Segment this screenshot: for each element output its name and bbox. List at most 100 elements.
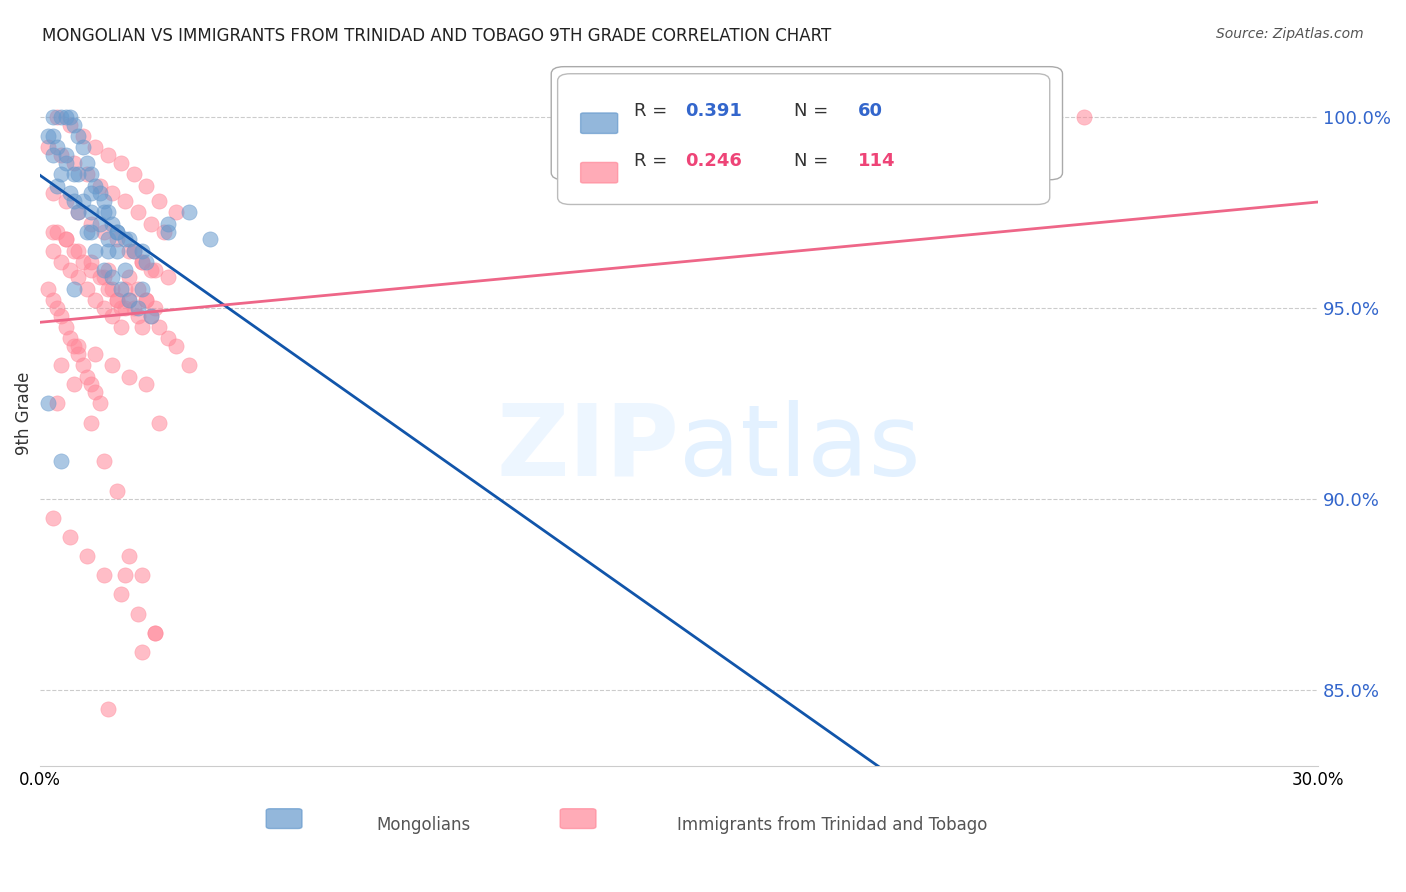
Point [59,331,82,345]
Point [93,225,115,239]
Point [114,232,136,246]
Point [46,110,69,124]
Point [46,178,69,193]
Point [122,244,145,258]
FancyBboxPatch shape [266,809,302,829]
Point [114,194,136,208]
Point [143,625,166,640]
Point [114,301,136,315]
Point [105,225,128,239]
Point [101,282,124,296]
Point [148,416,170,430]
Point [59,110,82,124]
Point [122,244,145,258]
Point [152,225,174,239]
Point [118,270,141,285]
Point [80,186,103,201]
Point [51,255,73,269]
Point [76,282,98,296]
Point [131,244,153,258]
Point [139,309,162,323]
Point [93,262,115,277]
Point [46,396,69,410]
Point [72,255,94,269]
Point [97,148,120,162]
Point [51,358,73,372]
Point [131,645,153,659]
FancyBboxPatch shape [558,74,1050,204]
Point [63,339,86,353]
Text: 60: 60 [858,103,883,120]
Point [42,293,65,308]
Point [97,232,120,246]
Point [135,293,157,308]
Text: Immigrants from Trinidad and Tobago: Immigrants from Trinidad and Tobago [678,816,987,834]
Point [131,255,153,269]
Point [63,118,86,132]
Point [80,377,103,392]
Point [118,293,141,308]
Point [67,128,90,143]
Point [67,270,90,285]
Point [97,205,120,219]
Point [105,225,128,239]
Point [80,205,103,219]
Point [105,244,128,258]
Point [89,178,111,193]
Point [63,377,86,392]
Point [42,225,65,239]
Point [156,270,179,285]
Point [80,262,103,277]
Point [37,140,59,154]
Point [89,186,111,201]
Point [89,217,111,231]
Point [76,549,98,564]
Point [89,396,111,410]
Point [118,244,141,258]
Point [46,301,69,315]
Point [127,309,149,323]
Point [59,262,82,277]
Point [101,358,124,372]
Point [110,282,132,296]
Point [63,167,86,181]
Point [114,282,136,296]
Point [67,167,90,181]
Point [63,194,86,208]
Point [101,217,124,231]
Point [200,232,222,246]
Point [42,148,65,162]
Point [156,331,179,345]
FancyBboxPatch shape [551,67,1063,180]
Point [135,255,157,269]
Point [118,549,141,564]
Point [46,140,69,154]
Point [76,369,98,384]
Point [93,270,115,285]
Point [67,339,90,353]
FancyBboxPatch shape [581,113,617,134]
Point [59,530,82,544]
Point [114,262,136,277]
Point [55,148,77,162]
Point [105,293,128,308]
Point [59,186,82,201]
FancyBboxPatch shape [560,809,596,829]
Point [118,293,141,308]
Point [72,128,94,143]
Point [165,205,187,219]
Point [67,205,90,219]
Point [51,148,73,162]
Point [97,282,120,296]
Point [118,232,141,246]
Text: ZIP: ZIP [496,400,679,497]
Text: MONGOLIAN VS IMMIGRANTS FROM TRINIDAD AND TOBAGO 9TH GRADE CORRELATION CHART: MONGOLIAN VS IMMIGRANTS FROM TRINIDAD AN… [42,27,831,45]
Point [55,232,77,246]
Point [143,301,166,315]
Point [127,301,149,315]
Point [76,167,98,181]
Point [84,178,107,193]
Point [63,155,86,169]
Point [84,244,107,258]
Text: Source: ZipAtlas.com: Source: ZipAtlas.com [1216,27,1364,41]
